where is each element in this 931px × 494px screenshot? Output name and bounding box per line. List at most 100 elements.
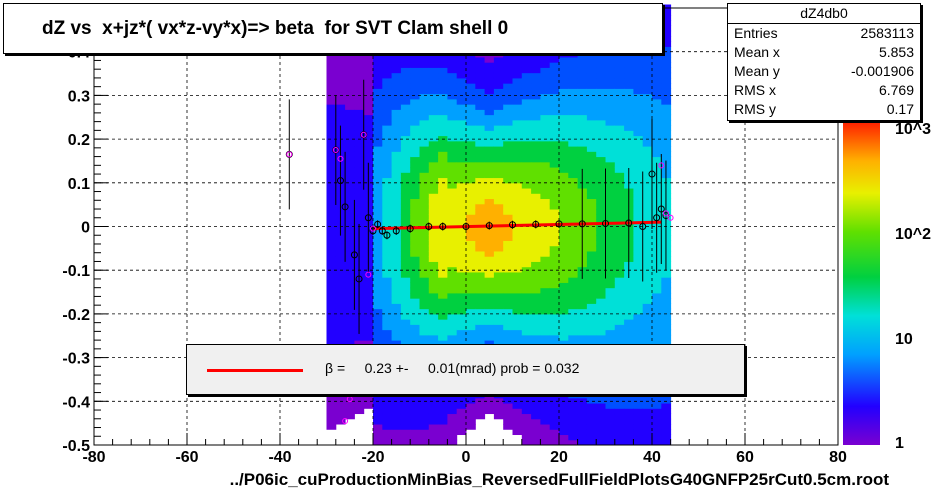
heatmap-cell [447,177,458,184]
heatmap-cell [373,146,383,152]
heatmap-cell [475,93,486,100]
heatmap-cell [521,313,532,320]
heatmap-cell [475,104,486,110]
heatmap-cell [549,413,560,420]
heatmap-cell [661,98,672,105]
heatmap-cell [391,203,402,210]
profile-point [369,227,377,235]
heatmap-cell [596,434,606,441]
heatmap-cell [559,198,569,205]
heatmap-cell [633,434,644,441]
heatmap-cell [484,319,495,325]
heatmap-cell [614,224,625,231]
heatmap-cell [475,62,486,68]
heatmap-cell [326,93,337,100]
heatmap-cell [428,161,439,168]
heatmap-cell [484,334,495,341]
heatmap-cell [466,98,476,105]
heatmap-cell [624,130,634,137]
heatmap-cell [633,62,644,68]
heatmap-cell [559,193,569,200]
heatmap-cell [661,392,672,399]
heatmap-cell [559,298,569,304]
heatmap-cell [447,334,458,341]
heatmap-cell [503,214,513,221]
heatmap-cell [642,397,653,404]
heatmap-cell [475,114,486,121]
heatmap-cell [633,119,644,126]
heatmap-cell [373,277,383,283]
heatmap-cell [419,72,430,79]
heatmap-cell [326,424,337,430]
heatmap-cell [410,198,420,205]
heatmap-cell [661,418,672,425]
heatmap-cell [400,397,411,404]
heatmap-cell [661,140,672,147]
heatmap-cell [447,188,458,194]
profile-point [532,220,540,228]
heatmap-cell [419,146,430,152]
heatmap-cell [438,214,448,221]
heatmap-cell [493,308,504,315]
heatmap-cell [624,119,634,126]
heatmap-cell [540,146,551,152]
heatmap-cell [466,193,476,200]
heatmap-cell [428,135,439,142]
heatmap-cell [456,214,467,221]
heatmap-cell [503,203,513,210]
heatmap-cell [503,161,513,168]
heatmap-cell [354,119,365,126]
heatmap-cell [335,56,346,63]
heatmap-cell [559,439,569,446]
heatmap-cell [633,156,644,163]
heatmap-cell [354,114,365,121]
heatmap-cell [512,418,523,425]
heatmap-cell [438,77,448,84]
profile-point [439,223,447,230]
heatmap-cell [642,303,653,310]
heatmap-cell [326,83,337,89]
heatmap-cell [419,193,430,200]
heatmap-cell [540,282,551,289]
heatmap-cell [345,135,355,142]
heatmap-cell [400,114,411,121]
heatmap-cell [512,67,523,74]
heatmap-cell [493,235,504,241]
heatmap-cell [559,424,569,430]
heatmap-cell [521,67,532,74]
heatmap-cell [559,313,569,320]
heatmap-cell [456,167,467,173]
heatmap-cell [642,135,653,142]
heatmap-cell [382,125,393,131]
heatmap-cell [326,261,337,268]
heatmap-cell [512,429,523,436]
heatmap-cell [586,224,597,231]
heatmap-cell [382,261,393,268]
heatmap-cell [642,156,653,163]
heatmap-cell [400,77,411,84]
heatmap-cell [410,72,420,79]
heatmap-cell [475,119,486,126]
heatmap-cell [549,198,560,205]
heatmap-cell [456,245,467,252]
heatmap-cell [428,324,439,331]
heatmap-cell [373,287,383,294]
heatmap-cell [391,434,402,441]
heatmap-cell [419,167,430,173]
heatmap-cell [549,62,560,68]
heatmap-cell [419,277,430,283]
heatmap-cell [540,177,551,184]
heatmap-cell [400,62,411,68]
heatmap-cell [438,182,448,189]
heatmap-cell [624,434,634,441]
heatmap-cell [326,292,337,299]
heatmap-cell [466,119,476,126]
y-tick-label: 0.1 [68,176,90,193]
heatmap-cell [363,319,374,325]
heatmap-cell [596,397,606,404]
heatmap-cell [391,77,402,84]
heatmap-cell [521,93,532,100]
heatmap-cell [326,182,337,189]
heatmap-cell [586,125,597,131]
heatmap-cell [373,77,383,84]
